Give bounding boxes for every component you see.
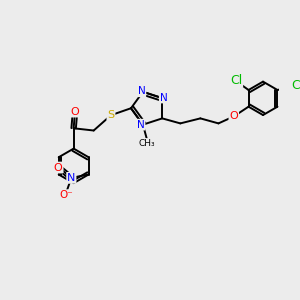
Text: Cl: Cl [291,79,300,92]
Text: S: S [107,110,115,120]
Text: O: O [54,163,63,172]
Text: O⁻: O⁻ [59,190,73,200]
Text: N: N [137,120,145,130]
Text: CH₃: CH₃ [139,139,155,148]
Text: Cl: Cl [230,74,242,87]
Text: O: O [230,111,238,122]
Text: N: N [160,92,167,103]
Text: N: N [138,86,146,96]
Text: O: O [71,106,80,117]
Text: N: N [67,173,76,183]
